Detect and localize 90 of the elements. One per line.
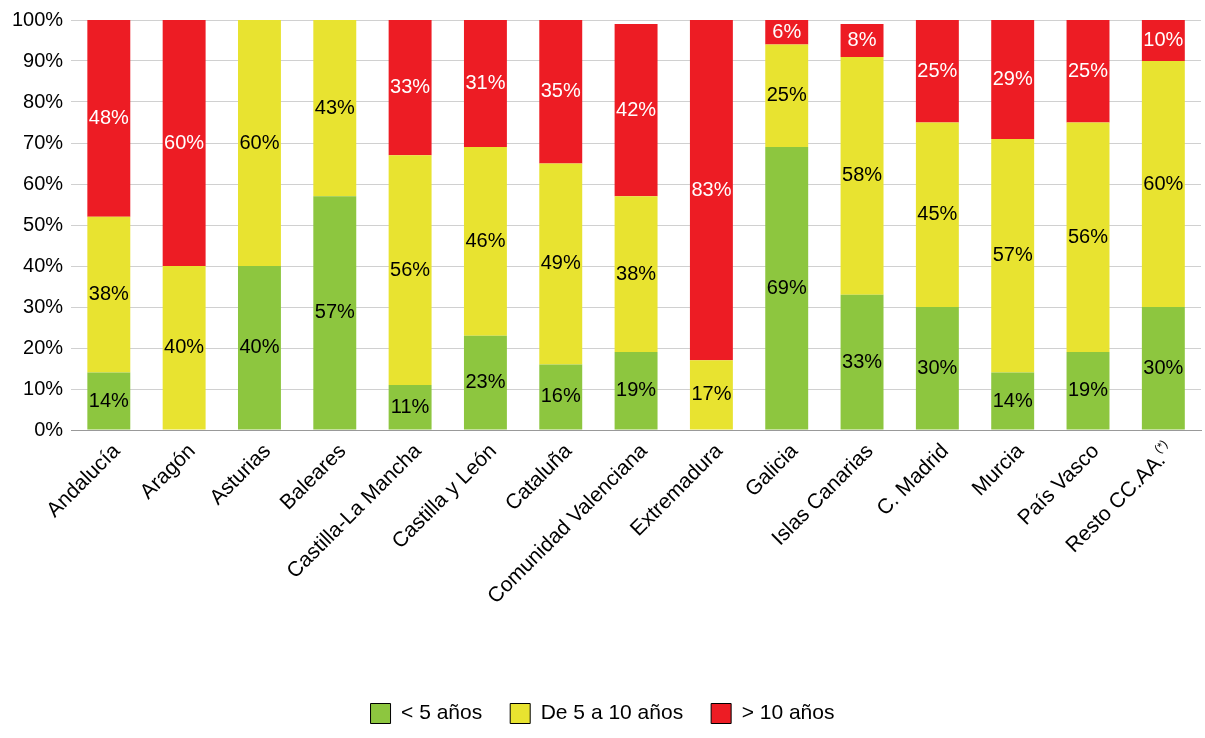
y-tick-label: 50% [23,212,64,235]
bar [915,20,959,123]
legend-label: De 5 a 10 años [540,700,684,724]
data-label: 40% [239,335,280,358]
bar [87,20,131,217]
bar [463,147,507,336]
bar [765,147,809,430]
data-label: 56% [1068,224,1109,247]
data-label: 60% [1143,171,1184,194]
bar [313,20,357,197]
bar [689,20,733,361]
data-label: 23% [465,370,506,393]
data-label: 33% [842,349,883,372]
data-label: 56% [390,257,431,280]
y-tick-label: 30% [23,294,64,317]
data-label: 10% [1143,28,1184,51]
data-label: 30% [917,355,958,378]
data-label: 45% [917,202,958,225]
y-tick-label: 10% [23,376,64,399]
bar [1141,61,1185,307]
data-label: 31% [465,71,506,94]
bar [915,307,959,430]
data-label: 46% [465,228,506,251]
bar [1141,307,1185,430]
bar [840,294,884,430]
data-label: 38% [88,282,130,305]
y-tick-label: 100% [12,7,64,30]
data-label: 60% [164,130,205,153]
bar [840,56,884,295]
data-label: 11% [390,394,430,417]
bar [313,196,357,430]
bar [539,163,583,365]
y-tick-label: 80% [23,89,64,112]
data-label: 57% [314,300,356,323]
y-tick-label: 60% [23,171,64,194]
data-label: 19% [1068,378,1109,401]
bar [237,20,281,266]
y-tick-label: 70% [23,130,64,153]
y-tick-label: 90% [23,48,64,71]
bar [1066,20,1110,123]
data-label: 25% [1068,58,1109,81]
bar [87,216,131,373]
bar [689,360,733,430]
data-label: 16% [540,384,581,407]
bar [991,138,1035,373]
bar [463,335,507,430]
data-label: 6% [772,19,802,42]
data-label: 60% [239,130,280,153]
y-tick-label: 0% [34,417,64,440]
data-label: 57% [992,243,1033,266]
data-label: 33% [390,75,431,98]
data-label: 38% [616,261,657,284]
data-label: 35% [540,79,581,102]
bar [1066,122,1110,353]
data-label: 30% [1143,355,1184,378]
data-label: 14% [992,388,1033,411]
data-label: 49% [540,251,581,274]
data-label: 58% [842,163,883,186]
legend-label: < 5 años [401,700,483,724]
data-label: 69% [766,275,807,298]
bar [388,20,432,156]
data-label: 19% [616,378,657,401]
data-label: 14% [88,388,130,411]
bar [388,155,432,385]
bar [614,352,658,430]
bar [991,20,1035,139]
data-label: 25% [766,83,807,106]
data-label: 29% [992,66,1033,89]
bar [539,364,583,430]
bar [915,122,959,307]
data-label: 83% [691,177,732,200]
data-label: 8% [847,28,877,51]
data-label: 25% [917,58,958,81]
bar [237,266,281,430]
data-label: 17% [691,382,732,405]
data-label: 42% [616,97,657,120]
y-tick-label: 20% [23,335,64,358]
data-label: 48% [88,105,130,128]
data-label: 43% [314,95,356,118]
y-tick-label: 40% [23,253,64,276]
bar [765,44,809,148]
bar [539,20,583,164]
bar [614,24,658,197]
data-label: 40% [164,335,205,358]
bar [162,266,206,430]
bar [162,20,206,266]
bar [614,196,658,353]
bar [1066,352,1110,430]
legend-label: > 10 años [741,700,835,724]
bar [463,20,507,148]
